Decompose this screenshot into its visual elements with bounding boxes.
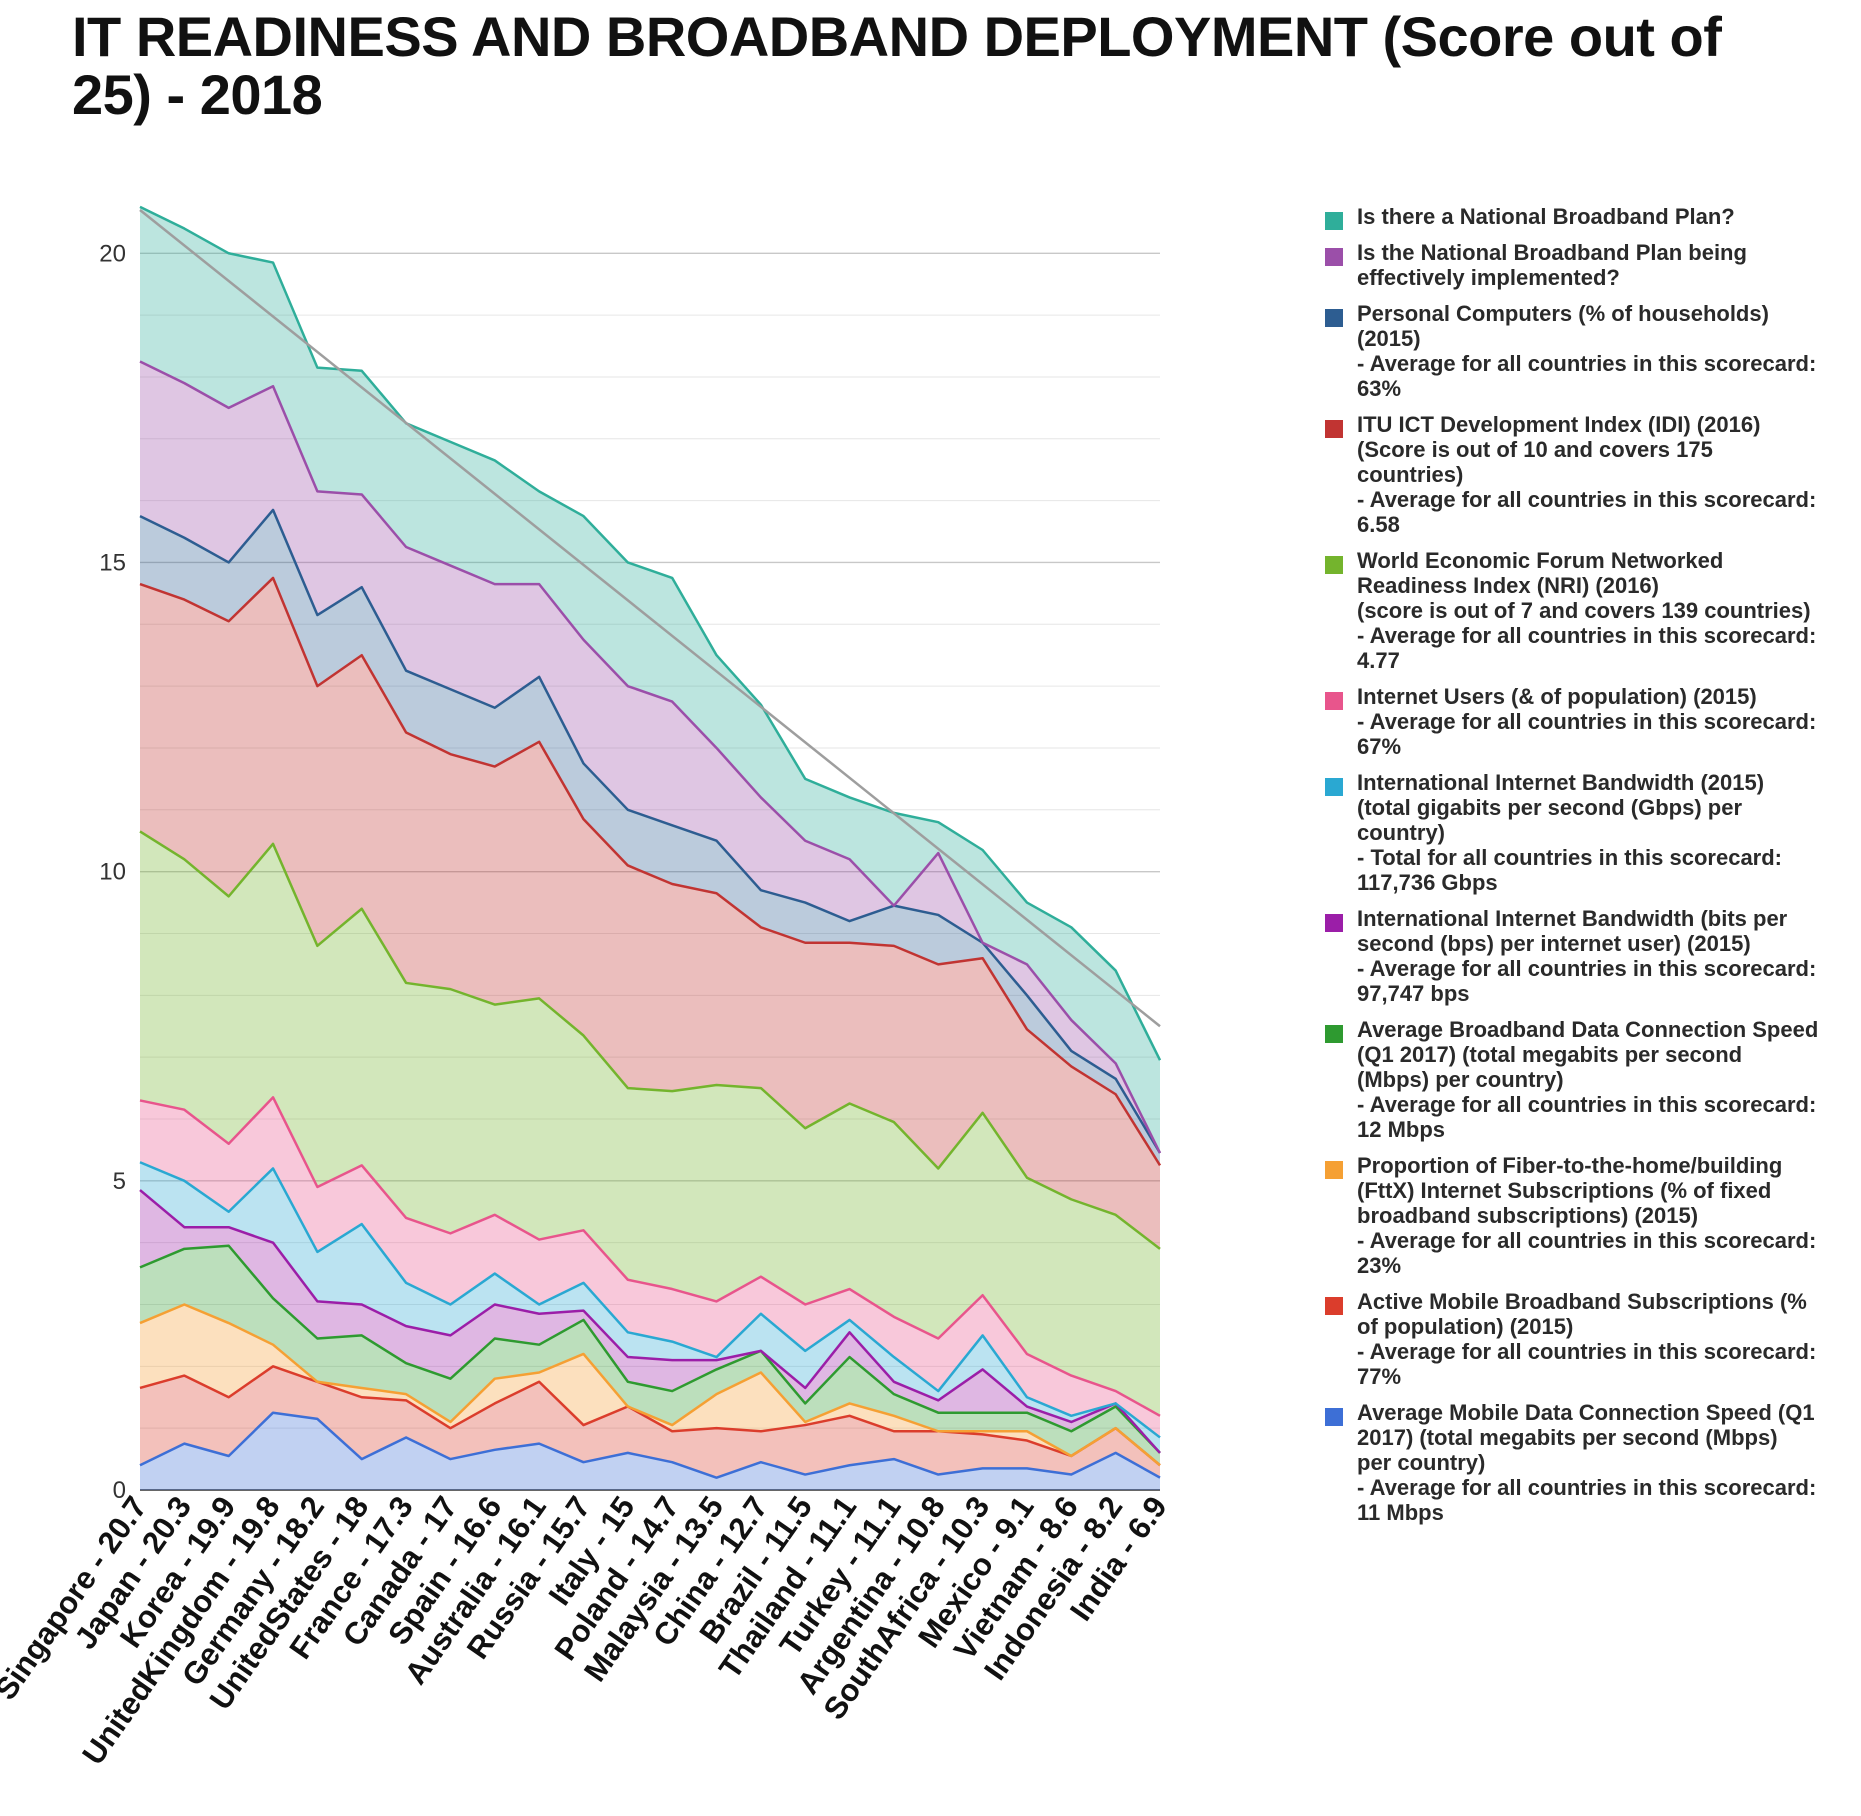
area-series-6 [140,1097,1160,1438]
legend-swatch [1325,1025,1343,1043]
legend-label: International Internet Bandwidth (bits p… [1357,906,1817,1006]
legend-item: International Internet Bandwidth (bits p… [1325,906,1861,1006]
legend-swatch [1325,420,1343,438]
area-series-1 [140,1366,1160,1478]
series-line-1 [139,1365,1161,1467]
y-tick-label: 15 [99,549,126,576]
series-line-3 [139,1244,1161,1454]
legend-label: International Internet Bandwidth (2015) … [1357,770,1783,895]
area-series-3 [140,1245,1160,1466]
series-line-0 [139,1411,1161,1479]
legend-swatch [1325,212,1343,230]
legend-swatch [1325,309,1343,327]
legend-item: Internet Users (& of population) (2015) … [1325,684,1861,759]
y-tick-label: 10 [99,859,126,886]
area-series-8 [140,577,1160,1249]
y-tick-label: 0 [113,1477,126,1504]
legend-swatch [1325,248,1343,266]
trendline-line [139,209,1161,1028]
area-series-10 [140,361,1160,1153]
legend: Is there a National Broadband Plan? Is th… [1325,204,1861,1536]
legend-item: Is the National Broadband Plan being eff… [1325,240,1861,290]
legend-label: Personal Computers (% of households) (20… [1357,301,1817,401]
y-axis-ticks: 0 5 10 15 20 [99,240,126,1504]
chart-title: IT READINESS AND BROADBAND DEPLOYMENT (S… [72,5,1722,126]
legend-item: Average Broadband Data Connection Speed … [1325,1017,1861,1142]
legend-swatch [1325,1408,1343,1426]
area-series-5 [140,1162,1160,1453]
legend-item: Personal Computers (% of households) (20… [1325,301,1861,401]
legend-item: Proportion of Fiber-to-the-home/building… [1325,1153,1861,1278]
legend-item: International Internet Bandwidth (2015) … [1325,770,1861,895]
y-tick-label: 20 [99,240,126,267]
series-line-11 [139,205,1162,1061]
series-line-4 [139,1189,1161,1454]
area-series-9 [140,509,1160,1166]
series-line-10 [139,360,1162,1154]
area-series-0 [140,1412,1160,1490]
area-series-2 [140,1304,1160,1466]
series-line-5 [139,1161,1161,1439]
legend-item: World Economic Forum Networked Readiness… [1325,548,1861,673]
legend-item: Average Mobile Data Connection Speed (Q1… [1325,1400,1861,1525]
gridlines [140,252,1160,1491]
series-line-6 [139,1096,1161,1417]
legend-swatch [1325,1297,1343,1315]
legend-swatch [1325,556,1343,574]
trendline [139,209,1161,1028]
area-series-7 [140,831,1160,1416]
legend-label: ITU ICT Development Index (IDI) (2016) (… [1357,412,1817,537]
series-lines [139,205,1162,1479]
legend-label: Internet Users (& of population) (2015) … [1357,684,1817,759]
area-series-11 [140,206,1160,1153]
legend-label: Proportion of Fiber-to-the-home/building… [1357,1153,1817,1278]
legend-label: Average Broadband Data Connection Speed … [1357,1017,1819,1142]
legend-label: World Economic Forum Networked Readiness… [1357,548,1817,673]
y-tick-label: 5 [113,1168,126,1195]
legend-swatch [1325,914,1343,932]
legend-swatch [1325,778,1343,796]
series-line-7 [139,830,1161,1250]
legend-item: ITU ICT Development Index (IDI) (2016) (… [1325,412,1861,537]
legend-item: Is there a National Broadband Plan? [1325,204,1861,230]
legend-label: Average Mobile Data Connection Speed (Q1… [1357,1400,1817,1525]
legend-label: Is there a National Broadband Plan? [1357,204,1735,229]
legend-label: Is the National Broadband Plan being eff… [1357,240,1747,290]
legend-label: Active Mobile Broadband Subscriptions (%… [1357,1289,1817,1389]
legend-item: Active Mobile Broadband Subscriptions (%… [1325,1289,1861,1389]
area-series [140,206,1160,1490]
series-line-8 [139,576,1162,1167]
legend-swatch [1325,1161,1343,1179]
series-line-9 [139,508,1162,1154]
legend-swatch [1325,692,1343,710]
series-line-2 [139,1303,1161,1467]
